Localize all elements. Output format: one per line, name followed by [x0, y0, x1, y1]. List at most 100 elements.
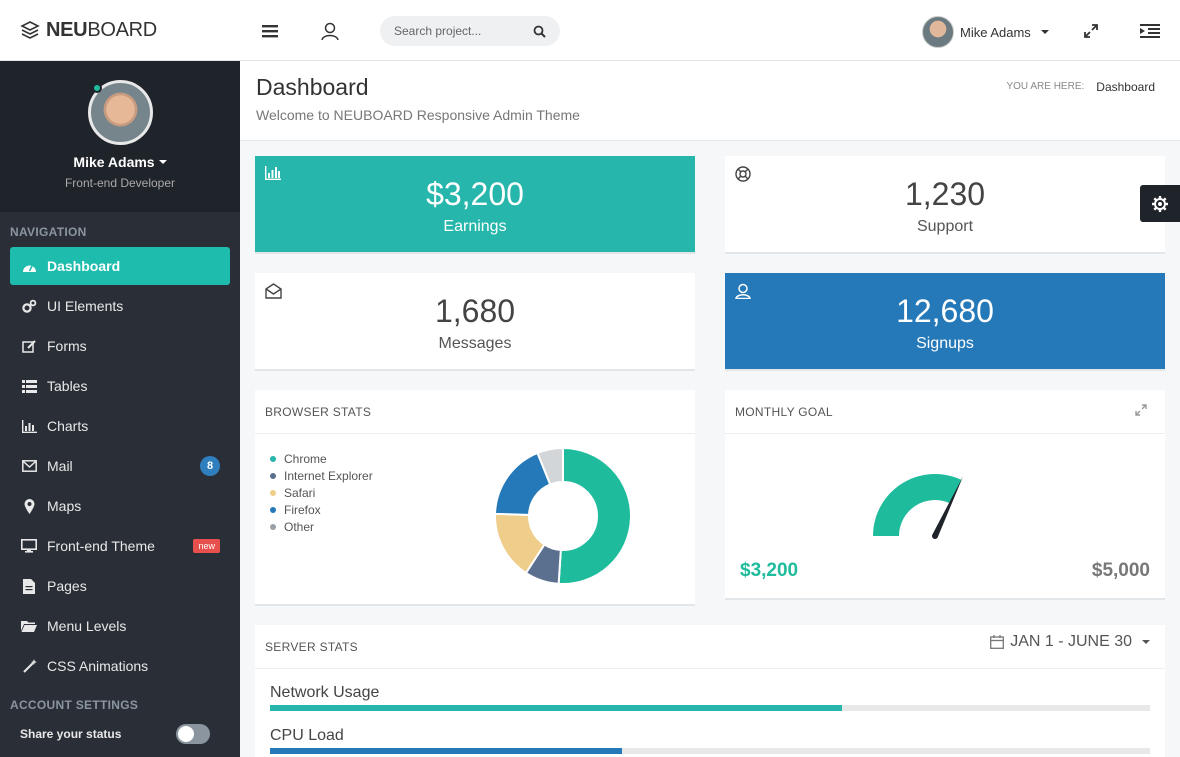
sidebar-item-menu-levels[interactable]: Menu Levels — [10, 607, 230, 645]
cpu-load-label: CPU Load — [270, 727, 344, 744]
list-icon — [21, 378, 37, 394]
layers-icon — [20, 20, 40, 40]
sidebar-item-ui-elements[interactable]: UI Elements — [10, 287, 230, 325]
monthly-goal-panel: MONTHLY GOAL $3,200 $5,000 — [725, 390, 1165, 600]
stat-card-signups: 12,680 Signups — [725, 273, 1165, 371]
gauge-fill — [873, 474, 962, 536]
sidebar-item-dashboard[interactable]: Dashboard — [10, 247, 230, 285]
user-menu[interactable]: Mike Adams — [922, 16, 1049, 48]
panel-title: MONTHLY GOAL — [735, 405, 833, 419]
network-usage-bar — [270, 705, 842, 711]
cpu-load-track — [270, 748, 1150, 754]
stat-card-messages: 1,680 Messages — [255, 273, 695, 371]
date-range-picker[interactable]: JAN 1 - JUNE 30 — [990, 633, 1150, 651]
stat-label: Support — [916, 218, 974, 235]
donut-slice-chrome — [557, 446, 632, 585]
life-ring-icon — [735, 166, 751, 182]
sidebar-item-tables[interactable]: Tables — [10, 367, 230, 405]
panel-title: SERVER STATS — [265, 640, 358, 654]
legend-item-chrome: Chrome — [270, 450, 373, 467]
chevron-down-icon — [1040, 30, 1049, 34]
profile-name[interactable]: Mike Adams — [0, 154, 240, 170]
sidebar-item-mail[interactable]: Mail 8 — [10, 447, 230, 485]
stat-value: 1,680 — [434, 293, 516, 329]
legend-item-firefox: Firefox — [270, 501, 373, 518]
goal-target: $5,000 — [1091, 560, 1150, 581]
expand-icon[interactable] — [1135, 404, 1147, 416]
search-input[interactable] — [394, 24, 524, 38]
user-name: Mike Adams — [960, 24, 1031, 40]
goal-gauge — [873, 474, 964, 539]
cogs-icon — [21, 298, 37, 314]
gear-icon — [1151, 195, 1169, 213]
desktop-icon — [21, 538, 37, 554]
online-status-icon — [92, 83, 102, 93]
sidebar-item-maps[interactable]: Maps — [10, 487, 230, 525]
stat-label: Signups — [916, 335, 974, 352]
stat-value: 1,230 — [904, 176, 986, 212]
account-settings-heading: ACCOUNT SETTINGS — [10, 698, 139, 712]
share-status-row: Share your status — [20, 724, 210, 744]
legend-item-ie: Internet Explorer — [270, 467, 373, 484]
stat-label: Messages — [438, 335, 512, 352]
browser-donut-chart — [494, 446, 632, 585]
folder-icon — [21, 618, 37, 634]
breadcrumb-prefix: YOU ARE HERE: — [1006, 81, 1085, 92]
stat-card-support: 1,230 Support — [725, 156, 1165, 254]
share-status-toggle[interactable] — [176, 724, 210, 744]
network-usage-label: Network Usage — [270, 684, 380, 701]
breadcrumb-current[interactable]: Dashboard — [1096, 80, 1155, 94]
sidebar: Mike Adams Front-end Developer NAVIGATIO… — [0, 61, 240, 757]
top-bar: NEUBOARD Mike Adams — [0, 0, 1180, 61]
sidebar-item-css-animations[interactable]: CSS Animations — [10, 647, 230, 685]
indent-icon[interactable] — [1139, 20, 1161, 42]
brand-logo[interactable]: NEUBOARD — [20, 18, 157, 42]
sidebar-item-front-end-theme[interactable]: Front-end Theme new — [10, 527, 230, 565]
gauge-hub — [932, 533, 938, 539]
chevron-down-icon — [1142, 640, 1150, 644]
donut-slice-other — [536, 446, 564, 486]
dashboard-icon — [21, 258, 37, 274]
fullscreen-icon[interactable] — [1080, 20, 1102, 42]
goal-current: $3,200 — [740, 560, 799, 581]
envelope-icon — [21, 458, 37, 474]
avatar — [922, 16, 954, 48]
menu-toggle-icon[interactable] — [259, 20, 281, 42]
bar-chart-icon — [21, 418, 37, 434]
profile-card: Mike Adams Front-end Developer — [0, 61, 240, 212]
chevron-down-icon — [158, 160, 167, 164]
sidebar-item-pages[interactable]: Pages — [10, 567, 230, 605]
brand-light: BOARD — [87, 18, 157, 41]
brand-bold: NEU — [46, 18, 88, 41]
map-marker-icon — [21, 498, 37, 514]
search-box — [380, 16, 560, 46]
sidebar-item-charts[interactable]: Charts — [10, 407, 230, 445]
profile-role: Front-end Developer — [64, 176, 176, 190]
edit-icon — [21, 338, 37, 354]
nav-heading: NAVIGATION — [10, 225, 87, 239]
stat-value: $3,200 — [426, 176, 524, 212]
page-subtitle: Welcome to NEUBOARD Responsive Admin The… — [256, 107, 580, 123]
stat-value: 12,680 — [896, 293, 994, 329]
server-stats-panel: SERVER STATS JAN 1 - JUNE 30 Network Usa… — [255, 625, 1165, 757]
page-header: Dashboard Welcome to NEUBOARD Responsive… — [240, 61, 1180, 141]
cpu-load-bar — [270, 748, 622, 754]
user-icon — [735, 283, 751, 299]
stat-card-earnings: $3,200 Earnings — [255, 156, 695, 254]
bar-chart-icon — [265, 166, 281, 182]
browser-stats-panel: BROWSER STATS Chrome Internet Explorer S… — [255, 390, 695, 606]
breadcrumb: YOU ARE HERE: Dashboard — [1006, 80, 1155, 94]
legend-item-safari: Safari — [270, 484, 373, 501]
mail-count-badge: 8 — [200, 456, 220, 476]
user-icon[interactable] — [319, 20, 341, 42]
search-icon[interactable] — [533, 25, 546, 38]
browser-legend: Chrome Internet Explorer Safari Firefox … — [270, 450, 373, 535]
legend-item-other: Other — [270, 518, 373, 535]
magic-wand-icon — [21, 658, 37, 674]
settings-toggle[interactable] — [1140, 185, 1180, 222]
sidebar-item-forms[interactable]: Forms — [10, 327, 230, 365]
network-usage-track — [270, 705, 1150, 711]
gauge-needle — [932, 476, 964, 538]
envelope-open-icon — [265, 283, 282, 299]
calendar-icon — [990, 635, 1005, 649]
